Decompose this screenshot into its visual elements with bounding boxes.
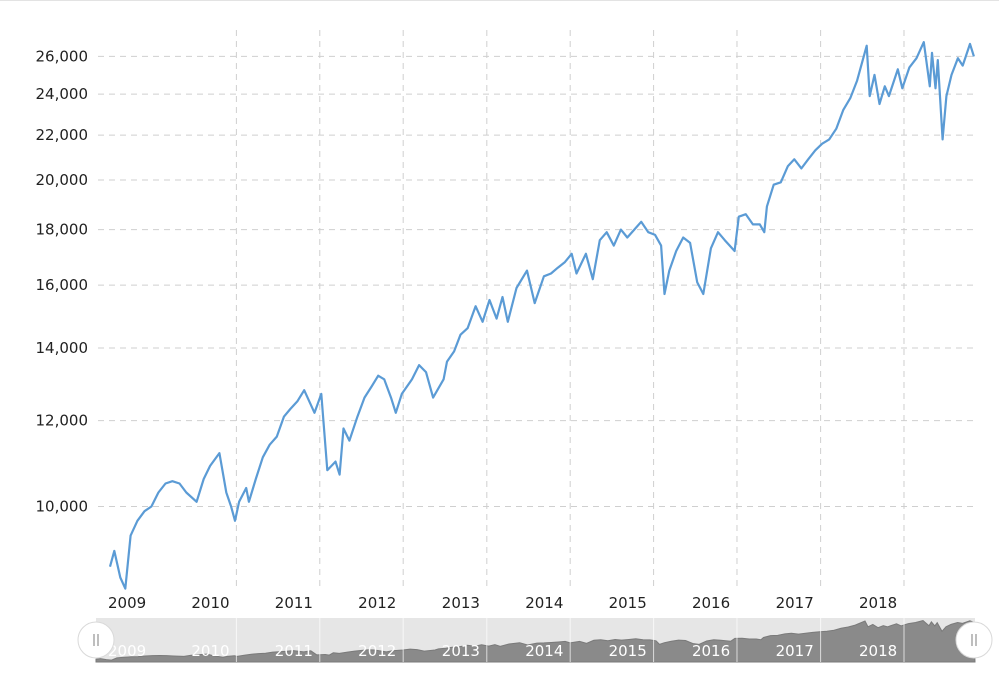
y-tick-label: 26,000: [36, 47, 89, 65]
y-tick-label: 10,000: [36, 497, 89, 515]
navigator-label: 2011: [275, 642, 313, 660]
navigator-label: 2018: [859, 642, 897, 660]
y-tick-label: 14,000: [36, 339, 89, 357]
x-tick-label: 2016: [692, 594, 730, 612]
x-tick-label: 2010: [191, 594, 229, 612]
x-tick-label: 2017: [776, 594, 814, 612]
y-tick-label: 20,000: [36, 171, 89, 189]
plot-area: [108, 41, 975, 590]
navigator-label: 2014: [525, 642, 563, 660]
navigator-label: 2017: [776, 642, 814, 660]
navigator-label: 2013: [442, 642, 480, 660]
y-tick-label: 18,000: [36, 221, 89, 239]
x-tick-label: 2009: [108, 594, 146, 612]
y-tick-label: 12,000: [36, 412, 89, 430]
navigator-handle-right[interactable]: [955, 621, 993, 659]
navigator-label: 2009: [108, 642, 146, 660]
navigator-label: 2015: [609, 642, 647, 660]
x-tick-label: 2015: [609, 594, 647, 612]
navigator[interactable]: 2009 2010 2011 2012 2013 2014 2015 2016 2017 2018: [77, 618, 993, 663]
x-tick-label: 2011: [275, 594, 313, 612]
navigator-handle-left[interactable]: [77, 621, 115, 659]
y-tick-label: 24,000: [36, 85, 89, 103]
series-line: [108, 41, 975, 590]
navigator-label: 2012: [358, 642, 396, 660]
x-tick-label: 2012: [358, 594, 396, 612]
navigator-label: 2016: [692, 642, 730, 660]
x-tick-label: 2014: [525, 594, 563, 612]
y-tick-label: 22,000: [36, 126, 89, 144]
navigator-label: 2010: [191, 642, 229, 660]
y-tick-label: 16,000: [36, 276, 89, 294]
x-tick-label: 2018: [859, 594, 897, 612]
x-axis: 2009 2010 2011 2012 2013 2014 2015 2016 2017 2018: [108, 594, 897, 612]
y-axis: 10,000 12,000 14,000 16,000 18,000 20,000 22,0…: [36, 47, 89, 515]
x-tick-label: 2013: [442, 594, 480, 612]
